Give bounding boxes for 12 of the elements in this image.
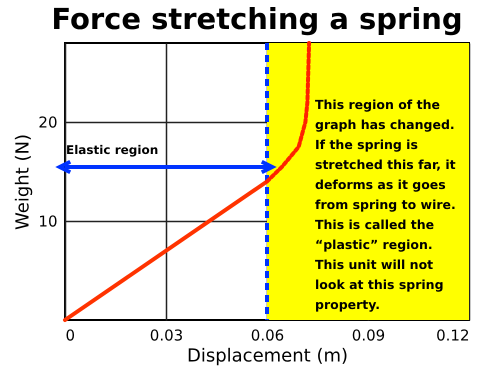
- annotation: Elastic region: [66, 143, 158, 157]
- x-tick-label: 0.06: [250, 326, 284, 344]
- x-tick-label: 0: [66, 326, 76, 344]
- x-axis-title: Displacement (m): [186, 346, 348, 366]
- y-tick-label: 10: [38, 212, 58, 231]
- x-tick-label: 0.03: [150, 326, 184, 344]
- x-tick-label: 0.09: [352, 326, 386, 344]
- y-tick-label: 20: [38, 114, 58, 132]
- y-axis-title: Weight (N): [12, 134, 34, 230]
- text: This region of the graph has changed. If the spring is stretched this far, it deforms as it goes from spring to wire. This is called the “plastic” region. This unit will not look at this spring property.: [315, 97, 456, 312]
- x-tick-label: 0.12: [436, 326, 470, 344]
- chart-title: Force stretching a spring: [51, 2, 463, 36]
